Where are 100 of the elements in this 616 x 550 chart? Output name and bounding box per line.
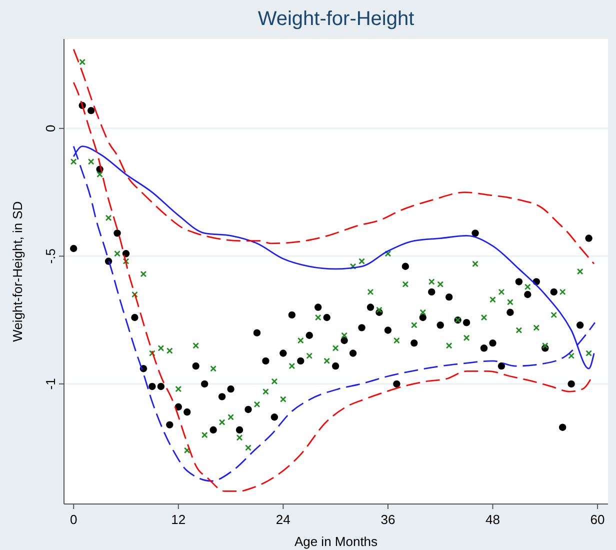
point — [166, 348, 173, 354]
point — [88, 158, 94, 165]
point — [323, 314, 330, 322]
point — [350, 263, 356, 270]
point — [480, 344, 488, 352]
point — [79, 58, 86, 66]
point — [533, 324, 540, 331]
point — [218, 419, 226, 426]
point — [245, 444, 252, 451]
point — [524, 290, 532, 298]
point — [306, 352, 313, 360]
point — [270, 414, 278, 421]
point — [297, 337, 304, 344]
point — [262, 357, 270, 365]
point — [358, 324, 366, 332]
point — [201, 432, 208, 438]
x-tick-label: 12 — [171, 512, 186, 527]
point — [463, 334, 470, 342]
point — [70, 158, 77, 165]
point — [358, 258, 365, 264]
point — [410, 322, 418, 328]
point — [244, 406, 252, 414]
point — [306, 332, 313, 339]
point — [498, 288, 505, 296]
point — [166, 421, 174, 428]
point — [402, 281, 409, 288]
point — [114, 250, 120, 257]
point — [568, 380, 575, 388]
y-tick-label: -.5 — [43, 248, 58, 264]
point — [210, 426, 217, 434]
line-series — [72, 146, 596, 482]
x-tick-label: 48 — [486, 512, 500, 527]
point — [384, 250, 392, 257]
point — [419, 314, 426, 322]
point — [366, 304, 374, 311]
point — [462, 319, 470, 326]
point — [410, 339, 418, 347]
point — [349, 350, 357, 357]
point — [70, 244, 78, 252]
point — [157, 382, 165, 390]
point — [218, 393, 226, 400]
point — [280, 350, 287, 357]
point — [236, 434, 243, 441]
point — [558, 424, 566, 431]
point — [332, 344, 339, 352]
point — [132, 291, 138, 298]
line-series — [72, 48, 595, 265]
point — [384, 326, 392, 334]
y-tick-label: 0 — [43, 124, 58, 132]
point — [498, 362, 506, 370]
point — [524, 284, 531, 290]
point — [288, 362, 296, 370]
x-tick-label: 36 — [380, 512, 396, 527]
point — [192, 342, 200, 349]
point — [402, 262, 410, 270]
point — [148, 382, 156, 390]
point — [428, 288, 436, 296]
y-tick-label: -1 — [43, 378, 58, 390]
point — [542, 342, 548, 349]
point — [393, 380, 400, 388]
point — [472, 260, 478, 268]
point — [114, 230, 121, 237]
point — [420, 309, 426, 316]
point — [314, 304, 322, 311]
point — [288, 311, 296, 319]
y-axis-title: Weight-for-Height, in SD — [10, 201, 25, 342]
point — [200, 380, 208, 388]
point — [87, 106, 95, 114]
line-series — [72, 82, 593, 492]
point — [436, 322, 444, 329]
point — [324, 358, 330, 364]
chart-title: Weight-for-Height — [258, 8, 415, 30]
point — [576, 322, 584, 329]
point — [376, 306, 382, 314]
point — [576, 268, 584, 275]
point — [184, 447, 190, 454]
point — [140, 270, 147, 278]
point — [437, 281, 444, 288]
point — [210, 365, 217, 372]
point — [446, 342, 452, 349]
point — [253, 329, 261, 336]
point — [228, 414, 234, 420]
x-axis-title: Age in Months — [294, 534, 378, 549]
point — [559, 288, 566, 296]
point — [122, 250, 130, 258]
point — [96, 171, 103, 178]
point — [271, 378, 278, 385]
point — [158, 344, 164, 352]
point — [341, 332, 348, 339]
point — [550, 288, 558, 296]
point — [506, 308, 514, 316]
point — [367, 288, 374, 296]
point — [340, 336, 348, 344]
point — [393, 337, 400, 344]
point — [516, 327, 522, 334]
x-tick-label: 60 — [590, 512, 605, 527]
point — [192, 362, 200, 370]
point — [131, 314, 138, 322]
point — [332, 362, 340, 370]
point — [148, 350, 156, 356]
